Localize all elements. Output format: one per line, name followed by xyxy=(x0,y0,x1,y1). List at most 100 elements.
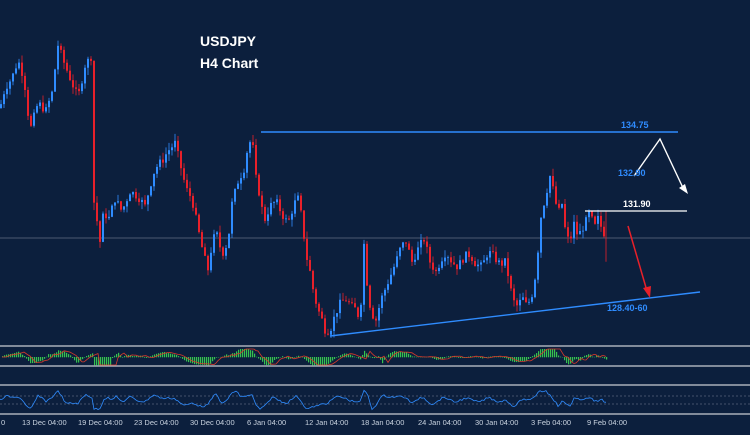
candle-body xyxy=(219,232,221,247)
candle-body xyxy=(210,253,212,271)
macd-bar xyxy=(242,349,243,357)
macd-bar xyxy=(500,357,501,358)
macd-bar xyxy=(326,357,327,365)
candle-body xyxy=(174,141,176,148)
macd-bar xyxy=(256,357,257,358)
macd-bar xyxy=(152,355,153,357)
candle-body xyxy=(543,206,545,218)
macd-bar xyxy=(116,354,117,357)
candle-body xyxy=(78,89,80,91)
macd-bar xyxy=(44,357,45,359)
macd-bar xyxy=(248,349,249,357)
macd-bar xyxy=(276,357,277,359)
macd-bar xyxy=(84,357,85,358)
macd-bar xyxy=(550,349,551,357)
macd-bar xyxy=(584,356,585,358)
macd-bar xyxy=(164,352,165,357)
macd-bar xyxy=(406,353,407,358)
candle-body xyxy=(528,302,530,303)
candle-body xyxy=(426,241,428,246)
macd-bar xyxy=(134,356,135,357)
candle-body xyxy=(525,297,527,302)
macd-bar xyxy=(516,357,517,362)
candle-body xyxy=(552,176,554,186)
candle-body xyxy=(600,216,602,227)
candle-body xyxy=(369,286,371,308)
candle-body xyxy=(315,289,317,304)
candle-body xyxy=(477,265,479,267)
macd-bar xyxy=(528,357,529,359)
macd-bar xyxy=(412,356,413,357)
candle-body xyxy=(90,59,92,61)
candle-body xyxy=(414,260,416,262)
candle-body xyxy=(366,244,368,286)
candle-body xyxy=(123,206,125,209)
x-tick-label: 12 Jan 04:00 xyxy=(305,418,348,427)
candle-body xyxy=(390,275,392,284)
candle-body xyxy=(159,160,161,167)
macd-bar xyxy=(40,357,41,361)
macd-bar xyxy=(132,356,133,357)
candle-body xyxy=(75,87,77,88)
candle-body xyxy=(312,271,314,289)
candle-body xyxy=(150,186,152,195)
macd-bar xyxy=(354,357,355,358)
candle-body xyxy=(51,92,53,101)
macd-bar xyxy=(400,352,401,358)
candle-body xyxy=(273,202,275,203)
macd-bar xyxy=(162,352,163,357)
candle-body xyxy=(405,242,407,243)
macd-bar xyxy=(328,357,329,364)
macd-bar xyxy=(604,357,605,359)
macd-bar xyxy=(46,357,47,358)
candle-body xyxy=(201,232,203,247)
macd-bar xyxy=(444,357,445,358)
macd-bar xyxy=(42,357,43,361)
macd-bar xyxy=(350,355,351,357)
candle-body xyxy=(486,257,488,260)
candle-body xyxy=(429,247,431,263)
candle-body xyxy=(72,80,74,87)
candle-body xyxy=(216,232,218,234)
macd-bar xyxy=(282,356,283,357)
candle-body xyxy=(303,210,305,238)
macd-bar xyxy=(372,357,373,358)
candle-body xyxy=(279,199,281,211)
macd-bar xyxy=(72,357,73,358)
candle-body xyxy=(189,188,191,196)
macd-bar xyxy=(60,351,61,358)
candle-body xyxy=(354,303,356,307)
candle-body xyxy=(456,264,458,269)
candle-body xyxy=(42,103,44,112)
candle-body xyxy=(162,160,164,163)
macd-bar xyxy=(94,357,95,365)
macd-bar xyxy=(530,357,531,358)
candle-body xyxy=(555,186,557,203)
macd-bar xyxy=(142,357,143,358)
macd-bar xyxy=(74,357,75,360)
candle-body xyxy=(66,63,68,71)
macd-bar xyxy=(114,356,115,358)
candle-body xyxy=(282,211,284,219)
candle-body xyxy=(537,253,539,280)
macd-bar xyxy=(526,357,527,361)
candle-body xyxy=(333,317,335,331)
macd-bar xyxy=(546,349,547,357)
macd-bar xyxy=(252,351,253,358)
macd-bar xyxy=(408,354,409,357)
level-label-134-75: 134.75 xyxy=(621,120,649,130)
macd-bar xyxy=(548,349,549,357)
candle-body xyxy=(132,192,134,194)
candle-body xyxy=(345,300,347,301)
candle-body xyxy=(594,217,596,224)
macd-bar xyxy=(448,356,449,357)
candle-body xyxy=(204,247,206,256)
macd-bar xyxy=(146,357,147,358)
candle-body xyxy=(396,256,398,267)
macd-bar xyxy=(572,357,573,362)
macd-bar xyxy=(552,349,553,357)
macd-bar xyxy=(332,357,333,361)
macd-bar xyxy=(352,356,353,358)
candle-body xyxy=(492,251,494,252)
macd-bar xyxy=(336,357,337,358)
